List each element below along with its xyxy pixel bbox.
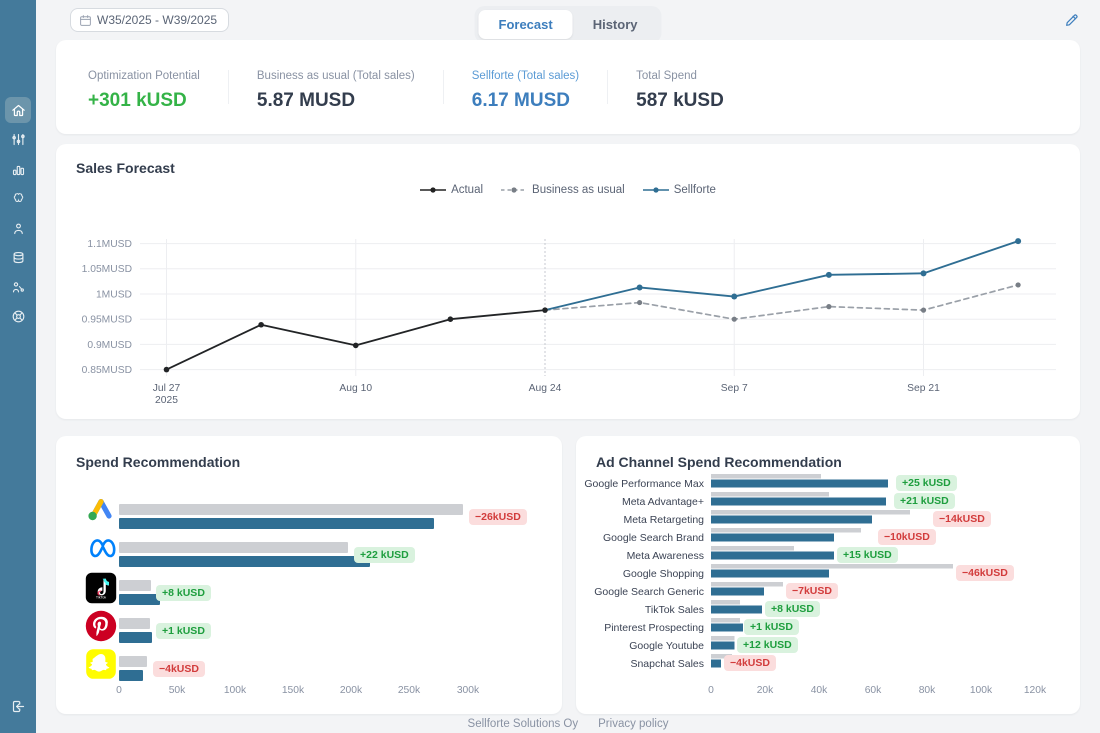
svg-text:150k: 150k: [282, 685, 305, 696]
svg-text:Google Youtube: Google Youtube: [629, 640, 704, 652]
svg-text:1MUSD: 1MUSD: [96, 289, 132, 300]
svg-text:Sep 21: Sep 21: [907, 383, 940, 394]
svg-text:Meta Awareness: Meta Awareness: [627, 550, 704, 562]
svg-text:Aug 24: Aug 24: [529, 383, 562, 394]
svg-text:0: 0: [708, 685, 714, 696]
svg-text:40k: 40k: [811, 685, 828, 696]
svg-text:Google Search Generic: Google Search Generic: [594, 586, 704, 598]
svg-text:1.05MUSD: 1.05MUSD: [82, 264, 132, 275]
svg-text:250k: 250k: [398, 685, 421, 696]
svg-text:20k: 20k: [757, 685, 774, 696]
svg-text:200k: 200k: [340, 685, 363, 696]
svg-text:TikTok Sales: TikTok Sales: [645, 604, 704, 616]
svg-text:2025: 2025: [155, 395, 178, 406]
svg-text:Meta Advantage+: Meta Advantage+: [622, 496, 704, 508]
svg-text:Meta Retargeting: Meta Retargeting: [623, 514, 704, 526]
svg-text:0.85MUSD: 0.85MUSD: [82, 365, 132, 376]
svg-text:60k: 60k: [865, 685, 882, 696]
svg-text:Sep 7: Sep 7: [721, 383, 748, 394]
svg-text:80k: 80k: [919, 685, 936, 696]
svg-text:100k: 100k: [970, 685, 993, 696]
svg-text:Jul 27: Jul 27: [153, 383, 181, 394]
svg-text:Snapchat Sales: Snapchat Sales: [630, 658, 704, 670]
svg-text:Google Search Brand: Google Search Brand: [603, 532, 704, 544]
svg-text:120k: 120k: [1024, 685, 1047, 696]
svg-text:300k: 300k: [457, 685, 480, 696]
svg-text:Pinterest Prospecting: Pinterest Prospecting: [604, 622, 704, 634]
svg-text:100k: 100k: [224, 685, 247, 696]
svg-text:Google Shopping: Google Shopping: [623, 568, 704, 580]
svg-text:0: 0: [116, 685, 122, 696]
svg-text:0.9MUSD: 0.9MUSD: [87, 340, 132, 351]
svg-text:0.95MUSD: 0.95MUSD: [82, 315, 132, 326]
svg-text:50k: 50k: [169, 685, 186, 696]
svg-text:1.1MUSD: 1.1MUSD: [87, 239, 132, 250]
svg-text:Aug 10: Aug 10: [339, 383, 372, 394]
svg-text:Google Performance Max: Google Performance Max: [584, 478, 704, 490]
